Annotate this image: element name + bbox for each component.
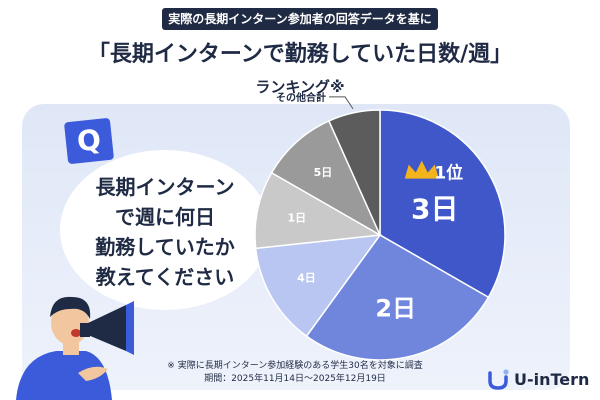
- brand-name: U-inTern: [514, 369, 590, 389]
- pie-label-3: 1日: [287, 212, 306, 225]
- brand-mark-icon: [488, 369, 509, 390]
- footnote-period: 期間：2025年11月14日〜2025年12月19日: [204, 374, 386, 384]
- pie-slice-2: [254, 234, 382, 338]
- question-line-4: 教えてください: [95, 265, 235, 289]
- question-text: 長期インターン で週に何日 勤務していたか 教えてください: [60, 172, 270, 292]
- pie-label-rank: 1位: [434, 163, 463, 184]
- page-title: 「長期インターンで勤務していた日数/週」: [87, 42, 513, 67]
- question-line-1: 長期インターン: [95, 175, 235, 199]
- crown-icon: [404, 160, 439, 179]
- pie-slice-1: [305, 234, 490, 361]
- pie-slice-5: [327, 109, 381, 236]
- pie-leader-line: [329, 96, 354, 110]
- question-line-3: 勤務していたか: [95, 235, 235, 259]
- pie-label-2: 4日: [297, 272, 316, 285]
- pie-label-5: その他合計: [276, 91, 326, 104]
- footnote: ※ 実際に長期インターン参加経験のある学生30名を対象に調査 期間：2025年1…: [140, 360, 450, 386]
- brand-logo: U-inTern: [486, 366, 589, 392]
- pie-slice-4: [270, 119, 382, 237]
- pie-label-0: 3日: [411, 193, 458, 226]
- pie-label-1: 2日: [375, 294, 416, 322]
- presenter-body: [16, 351, 112, 400]
- presenter-illustration: [16, 296, 134, 400]
- footnote-survey: ※ 実際に長期インターン参加経験のある学生30名を対象に調査: [167, 361, 423, 371]
- header-banner: 実際の長期インターン参加者の回答データを基に: [162, 8, 438, 30]
- question-bubble: [60, 150, 270, 310]
- presenter-mouth: [71, 329, 81, 337]
- pie-slice-0: [379, 109, 506, 299]
- page-subtitle: ランキング※: [255, 78, 345, 96]
- pie-slice-3: [254, 171, 383, 250]
- pie-label-4: 5日: [314, 166, 333, 179]
- question-line-2: で週に何日: [115, 205, 215, 229]
- megaphone-icon: [80, 301, 134, 355]
- presenter-hand: [78, 366, 108, 381]
- presenter-hair: [50, 296, 91, 319]
